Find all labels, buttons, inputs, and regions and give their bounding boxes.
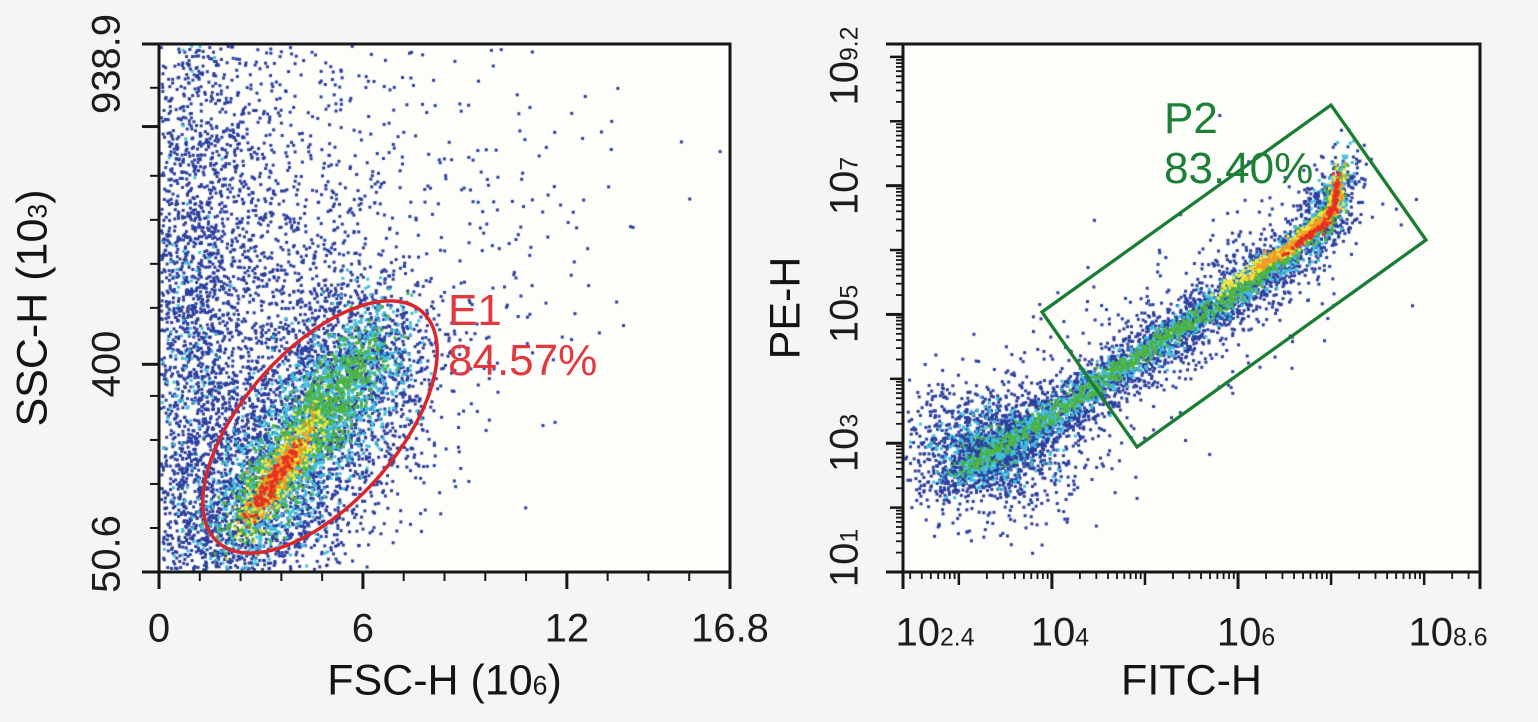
fsc-ssc-scatter-canvas [159, 44, 730, 572]
gate-label-e1: E1 84.57% [448, 286, 597, 386]
tick-label: 108.6 [1408, 610, 1488, 655]
tick-label: 938.9 [84, 13, 129, 115]
ssc-axis-title-close: ) [8, 189, 57, 204]
fsc-axis-title-close: ) [547, 656, 562, 705]
tick-label: 104 [1030, 610, 1090, 655]
tick-label: 101 [822, 528, 867, 588]
tick-label: 0 [147, 606, 171, 651]
fitc-axis-title: FITC-H [1121, 657, 1262, 706]
gate-p2-percent: 83.40% [1164, 144, 1314, 194]
ssc-axis-title-text: SSC-H (10 [8, 218, 57, 427]
tick-label: 105 [822, 285, 867, 344]
gate-e1-name: E1 [448, 286, 502, 335]
gate-label-p2: P2 83.40% [1164, 94, 1313, 194]
gate-p2-name: P2 [1164, 94, 1218, 143]
fsc-axis-title-text: FSC-H (10 [327, 656, 533, 705]
ssc-axis-title: SSC-H (103) [9, 189, 58, 426]
ssc-axis-title-sup: 3 [22, 203, 53, 219]
pe-axis-title-text: PE-H [761, 256, 810, 360]
fsc-axis-title: FSC-H (106) [327, 657, 562, 706]
tick-label: 102.4 [895, 610, 975, 655]
gate-e1-percent: 84.57% [448, 336, 598, 386]
pe-axis-title: PE-H [762, 257, 811, 360]
tick-label: 400 [84, 330, 129, 398]
fitc-axis-title-text: FITC-H [1121, 656, 1262, 705]
fsc-axis-title-sup: 6 [532, 670, 548, 701]
tick-label: 106 [1216, 610, 1276, 655]
tick-label: 12 [544, 606, 590, 651]
tick-label: 103 [822, 414, 867, 473]
tick-label: 109.2 [822, 26, 867, 106]
tick-label: 50.6 [84, 515, 129, 593]
tick-label: 6 [351, 606, 375, 651]
tick-label: 16.8 [691, 606, 769, 651]
tick-label: 107 [822, 156, 867, 215]
